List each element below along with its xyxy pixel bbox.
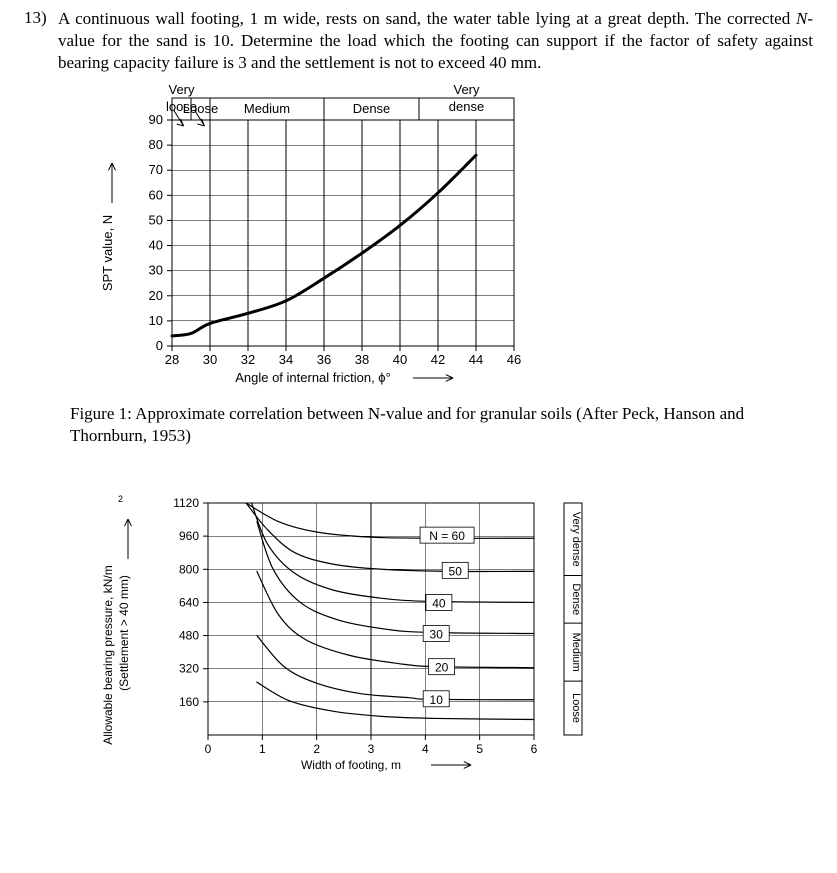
svg-text:Loose: Loose [183, 101, 218, 116]
svg-text:Loose: Loose [570, 694, 582, 724]
svg-text:0: 0 [156, 338, 163, 353]
problem-text: A continuous wall footing, 1 m wide, res… [58, 8, 813, 74]
svg-text:Very dense: Very dense [570, 512, 582, 567]
svg-text:2: 2 [313, 742, 320, 756]
svg-text:N = 60: N = 60 [429, 530, 465, 544]
svg-text:30: 30 [203, 352, 217, 367]
svg-text:40: 40 [149, 238, 163, 253]
svg-text:640: 640 [179, 596, 199, 610]
figure-1: VerylooseLooseMediumDenseVerydense283032… [80, 82, 813, 397]
document-root: { "problem": { "number": "13)", "text_pa… [0, 0, 837, 810]
svg-text:30: 30 [149, 263, 163, 278]
svg-text:30: 30 [430, 628, 444, 642]
svg-text:Very: Very [168, 82, 195, 97]
svg-text:40: 40 [393, 352, 407, 367]
svg-text:46: 46 [507, 352, 521, 367]
svg-text:2: 2 [118, 494, 123, 504]
svg-text:480: 480 [179, 629, 199, 643]
figure-2: 0 1 2 3 4 5 6 160 320 480 640 800 960 1120 N = 60 50 40 3… [80, 493, 813, 790]
problem-number: 13) [24, 8, 58, 28]
svg-text:Dense: Dense [353, 101, 391, 116]
svg-text:3: 3 [368, 742, 375, 756]
svg-text:Angle of internal friction, ϕ°: Angle of internal friction, ϕ° [235, 370, 391, 385]
svg-text:1: 1 [259, 742, 266, 756]
svg-text:1120: 1120 [173, 496, 199, 510]
svg-text:42: 42 [431, 352, 445, 367]
svg-text:50: 50 [149, 213, 163, 228]
svg-text:dense: dense [449, 99, 484, 114]
svg-text:44: 44 [469, 352, 483, 367]
svg-text:960: 960 [179, 530, 199, 544]
svg-text:0: 0 [205, 742, 212, 756]
problem-n-symbol: N [796, 9, 807, 28]
svg-text:4: 4 [422, 742, 429, 756]
figure-1-caption: Figure 1: Approximate correlation betwee… [70, 403, 813, 447]
svg-text:32: 32 [241, 352, 255, 367]
svg-text:Allowable bearing pressure, kN: Allowable bearing pressure, kN/m [101, 566, 115, 745]
svg-text:20: 20 [149, 288, 163, 303]
svg-text:(Settlement > 40 mm): (Settlement > 40 mm) [117, 576, 131, 692]
svg-text:34: 34 [279, 352, 293, 367]
svg-text:320: 320 [179, 662, 199, 676]
svg-text:Medium: Medium [244, 101, 290, 116]
problem-statement: 13) A continuous wall footing, 1 m wide,… [24, 8, 813, 74]
svg-text:10: 10 [430, 693, 444, 707]
figure-2-chart: 0 1 2 3 4 5 6 160 320 480 640 800 960 1120 N = 60 50 40 3… [80, 493, 700, 785]
svg-text:5: 5 [476, 742, 483, 756]
svg-text:50: 50 [449, 565, 463, 579]
svg-text:20: 20 [435, 661, 449, 675]
svg-text:60: 60 [149, 188, 163, 203]
svg-text:Medium: Medium [570, 633, 582, 672]
svg-text:Very: Very [453, 82, 480, 97]
problem-text-a: A continuous wall footing, 1 m wide, res… [58, 9, 796, 28]
figure-1-chart: VerylooseLooseMediumDenseVerydense283032… [80, 82, 580, 392]
svg-text:80: 80 [149, 137, 163, 152]
svg-text:Dense: Dense [570, 584, 582, 616]
svg-text:10: 10 [149, 313, 163, 328]
svg-text:6: 6 [531, 742, 538, 756]
svg-text:28: 28 [165, 352, 179, 367]
svg-text:38: 38 [355, 352, 369, 367]
svg-text:SPT value, N: SPT value, N [100, 215, 115, 291]
svg-text:90: 90 [149, 112, 163, 127]
svg-text:800: 800 [179, 563, 199, 577]
svg-text:40: 40 [432, 597, 446, 611]
svg-text:36: 36 [317, 352, 331, 367]
svg-text:160: 160 [179, 695, 199, 709]
svg-text:70: 70 [149, 163, 163, 178]
svg-text:Width of footing, m: Width of footing, m [301, 758, 401, 772]
